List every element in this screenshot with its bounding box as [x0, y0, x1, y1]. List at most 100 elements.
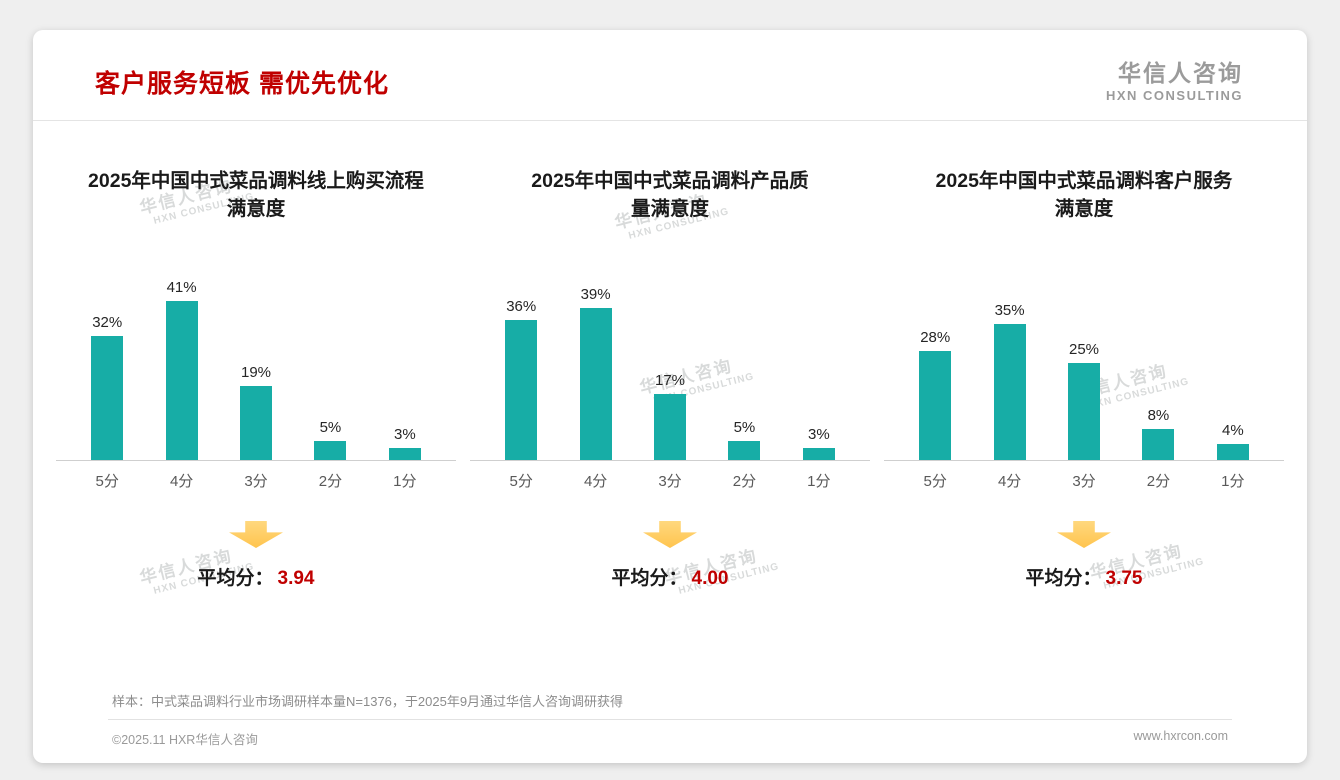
- logo-name: 华信人咨询: [1118, 60, 1243, 87]
- bar-value-label: 39%: [580, 286, 611, 303]
- bar: [579, 308, 612, 460]
- chart-title-line: 满意度: [1054, 198, 1114, 221]
- bar: [388, 448, 421, 460]
- category-label: 1分: [393, 473, 417, 490]
- bar-column: 4%: [1196, 422, 1270, 460]
- category-label: 2分: [732, 473, 757, 490]
- bar-value-label: 36%: [506, 298, 537, 315]
- category-label: 2分: [318, 473, 343, 490]
- average-score: 平均分： 4.00: [470, 563, 870, 590]
- bar: [919, 351, 952, 460]
- company-logo: 华信人咨询 HXN CONSULTING: [1105, 60, 1243, 103]
- bar-value-label: 32%: [92, 314, 123, 331]
- slide-card: 客户服务短板 需优先优化 华信人咨询 HXN CONSULTING 华信人咨询 …: [33, 30, 1307, 763]
- bar-column: 5%: [707, 419, 781, 460]
- category-axis: 5分 4分 3分 2分 1分: [56, 470, 456, 491]
- bar-column: 3%: [782, 426, 856, 460]
- page-title: 客户服务短板 需优先优化: [95, 70, 389, 98]
- sample-footnote: 样本：中式菜品调料行业市场调研样本量N=1376，于2025年9月通过华信人咨询…: [112, 694, 624, 709]
- bar-value-label: 5%: [733, 419, 756, 436]
- bar-column: 17%: [633, 372, 707, 460]
- chart-title-line: 2025年中国中式菜品调料线上购买流程: [88, 170, 424, 192]
- bar-chart: 2025年中国中式菜品调料线上购买流程 满意度 32% 41% 19% 5% 3% 5分 4分 3…: [56, 167, 456, 590]
- bar: [165, 301, 198, 460]
- logo-tagline: HXN CONSULTING: [1105, 87, 1243, 103]
- average-label: 平均分：: [611, 568, 688, 589]
- bar: [993, 324, 1026, 460]
- bar-chart: 2025年中国中式菜品调料产品质 量满意度 36% 39% 17% 5% 3% 5分 4分 3分 2…: [470, 167, 870, 590]
- average-score: 平均分： 3.94: [56, 563, 456, 590]
- category-label: 5分: [95, 473, 119, 490]
- footer-divider: [108, 719, 1232, 720]
- bar-column: 25%: [1047, 341, 1121, 460]
- category-label: 3分: [1072, 473, 1096, 490]
- bar-column: 28%: [898, 329, 972, 460]
- category-label: 4分: [583, 473, 608, 490]
- bar-column: 5%: [293, 419, 367, 460]
- category-label: 2分: [1146, 473, 1171, 490]
- bar-chart: 2025年中国中式菜品调料客户服务 满意度 28% 35% 25% 8% 4% 5分 4分 3分 2…: [884, 167, 1284, 590]
- bar-value-label: 25%: [1069, 341, 1100, 358]
- category-label: 5分: [923, 473, 947, 490]
- bar-column: 3%: [368, 426, 442, 460]
- bar: [654, 394, 687, 460]
- category-axis: 5分 4分 3分 2分 1分: [470, 470, 870, 491]
- category-label: 3分: [244, 473, 268, 490]
- bar: [314, 441, 347, 460]
- bar: [1142, 429, 1175, 460]
- bar-column: 35%: [972, 302, 1046, 460]
- charts-row: 2025年中国中式菜品调料线上购买流程 满意度 32% 41% 19% 5% 3% 5分 4分 3…: [33, 167, 1307, 590]
- category-label: 4分: [997, 473, 1022, 490]
- chart-plot: 36% 39% 17% 5% 3%: [470, 243, 870, 461]
- bar: [1068, 363, 1101, 460]
- category-label: 5分: [509, 473, 533, 490]
- down-arrow-icon: [229, 521, 283, 548]
- average-label: 平均分：: [1025, 568, 1102, 589]
- category-label: 1分: [1221, 473, 1245, 490]
- category-axis: 5分 4分 3分 2分 1分: [884, 470, 1284, 491]
- chart-title-line: 2025年中国中式菜品调料产品质: [531, 170, 809, 192]
- bar: [802, 448, 835, 460]
- slide-footer: ©2025.11 HXR华信人咨询 www.hxrcon.com: [108, 720, 1232, 748]
- bar-value-label: 5%: [319, 419, 342, 436]
- chart-title: 2025年中国中式菜品调料客户服务 满意度: [884, 167, 1284, 225]
- bar-value-label: 28%: [920, 329, 951, 346]
- chart-plot: 28% 35% 25% 8% 4%: [884, 243, 1284, 461]
- chart-title: 2025年中国中式菜品调料线上购买流程 满意度: [56, 167, 456, 225]
- bar-value-label: 3%: [393, 426, 416, 443]
- average-label: 平均分：: [197, 568, 274, 589]
- average-value: 3.94: [277, 568, 315, 589]
- average-value: 4.00: [691, 568, 729, 589]
- chart-title-line: 量满意度: [630, 198, 709, 221]
- bar-column: 39%: [558, 286, 632, 460]
- bar-column: 19%: [219, 364, 293, 460]
- chart-title: 2025年中国中式菜品调料产品质 量满意度: [470, 167, 870, 225]
- category-label: 4分: [169, 473, 194, 490]
- bar: [240, 386, 273, 460]
- bar: [505, 320, 538, 460]
- chart-plot: 32% 41% 19% 5% 3%: [56, 243, 456, 461]
- bar: [91, 336, 124, 460]
- bar-value-label: 3%: [807, 426, 830, 443]
- down-arrow-icon: [643, 521, 697, 548]
- down-arrow-icon: [1057, 521, 1111, 548]
- bar-column: 32%: [70, 314, 144, 460]
- category-label: 1分: [807, 473, 831, 490]
- bar-value-label: 35%: [994, 302, 1025, 319]
- category-label: 3分: [658, 473, 682, 490]
- bar: [1216, 444, 1249, 460]
- bar-value-label: 41%: [166, 279, 197, 296]
- bar-value-label: 8%: [1147, 407, 1170, 424]
- bar-value-label: 17%: [655, 372, 686, 389]
- bar-value-label: 19%: [241, 364, 272, 381]
- chart-title-line: 满意度: [226, 198, 286, 221]
- bar: [728, 441, 761, 460]
- bar-column: 36%: [484, 298, 558, 460]
- slide-header: 客户服务短板 需优先优化 华信人咨询 HXN CONSULTING: [33, 30, 1307, 121]
- chart-title-line: 2025年中国中式菜品调料客户服务: [935, 170, 1233, 192]
- copyright-text: ©2025.11 HXR华信人咨询: [112, 733, 258, 747]
- bar-column: 8%: [1121, 407, 1195, 460]
- bar-value-label: 4%: [1221, 422, 1244, 439]
- slide-bottom: 样本：中式菜品调料行业市场调研样本量N=1376，于2025年9月通过华信人咨询…: [108, 691, 1232, 748]
- website-url: www.hxrcon.com: [1133, 729, 1228, 743]
